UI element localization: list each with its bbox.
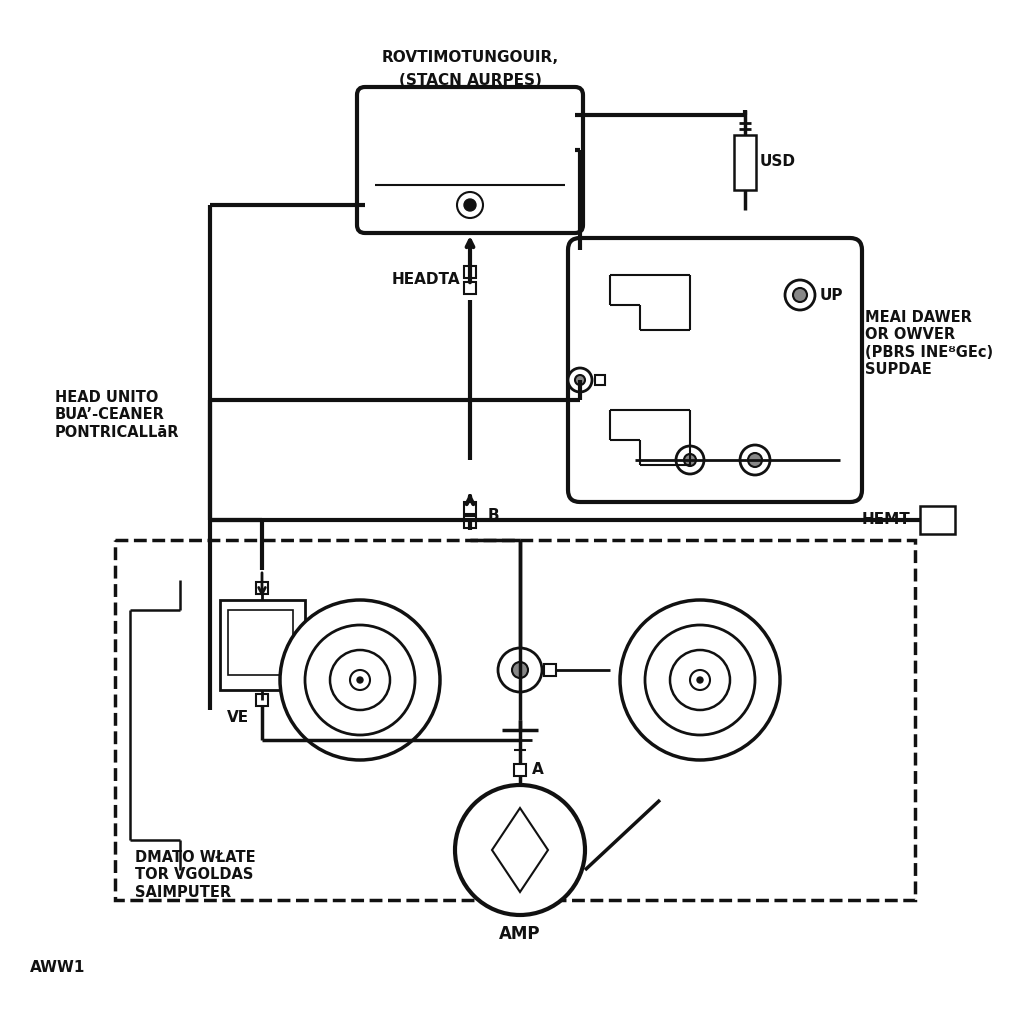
Bar bbox=[544, 664, 556, 676]
Circle shape bbox=[645, 625, 755, 735]
Circle shape bbox=[697, 677, 703, 683]
Polygon shape bbox=[492, 808, 548, 892]
Circle shape bbox=[670, 650, 730, 710]
Circle shape bbox=[357, 677, 362, 683]
Circle shape bbox=[455, 785, 585, 915]
Bar bbox=[464, 516, 476, 528]
Circle shape bbox=[684, 454, 696, 466]
Circle shape bbox=[350, 670, 370, 690]
Circle shape bbox=[740, 445, 770, 475]
Circle shape bbox=[512, 662, 528, 678]
Circle shape bbox=[690, 670, 710, 690]
Text: ROVTIMOTUNGOUIR,: ROVTIMOTUNGOUIR, bbox=[381, 50, 558, 65]
Circle shape bbox=[464, 199, 476, 211]
Text: UP: UP bbox=[820, 288, 844, 302]
Circle shape bbox=[280, 600, 440, 760]
Text: HEADTA: HEADTA bbox=[391, 272, 460, 288]
Circle shape bbox=[568, 368, 592, 392]
Text: (STACN AURPES): (STACN AURPES) bbox=[398, 73, 542, 88]
Bar bbox=[734, 135, 756, 190]
Text: VE: VE bbox=[227, 710, 249, 725]
Text: A: A bbox=[532, 763, 544, 777]
Circle shape bbox=[330, 650, 390, 710]
Bar bbox=[464, 266, 476, 278]
Text: HEMT: HEMT bbox=[861, 512, 910, 527]
Bar bbox=[256, 694, 268, 706]
FancyBboxPatch shape bbox=[357, 87, 583, 233]
FancyBboxPatch shape bbox=[568, 238, 862, 502]
Bar bbox=[220, 600, 305, 690]
Bar bbox=[595, 375, 605, 385]
Text: HEAD UNITO
BUA’-CEANER
PONTRICALLāR: HEAD UNITO BUA’-CEANER PONTRICALLāR bbox=[55, 390, 179, 439]
Circle shape bbox=[785, 280, 815, 310]
Circle shape bbox=[575, 375, 585, 385]
Bar bbox=[920, 506, 955, 534]
Circle shape bbox=[457, 193, 483, 218]
Text: DMATO WŁATE
TOR VGOLDAS
SAIMPUTER: DMATO WŁATE TOR VGOLDAS SAIMPUTER bbox=[135, 850, 256, 900]
Text: AWW1: AWW1 bbox=[30, 961, 85, 975]
Bar bbox=[256, 582, 268, 594]
Circle shape bbox=[620, 600, 780, 760]
Bar bbox=[464, 282, 476, 294]
Circle shape bbox=[305, 625, 415, 735]
Circle shape bbox=[793, 288, 807, 302]
Text: AMP: AMP bbox=[500, 925, 541, 943]
Text: USD: USD bbox=[760, 155, 796, 170]
Bar bbox=[514, 764, 526, 776]
Circle shape bbox=[676, 446, 705, 474]
Bar bbox=[228, 610, 293, 675]
Circle shape bbox=[748, 453, 762, 467]
Bar bbox=[464, 502, 476, 514]
Text: MEAI DAWER
OR OWVER
(PBRS INEᴽGEᴄ)
SUPDAE: MEAI DAWER OR OWVER (PBRS INEᴽGEᴄ) SUPDA… bbox=[865, 310, 993, 377]
Bar bbox=[115, 540, 915, 900]
Text: B: B bbox=[488, 508, 500, 522]
Circle shape bbox=[498, 648, 542, 692]
